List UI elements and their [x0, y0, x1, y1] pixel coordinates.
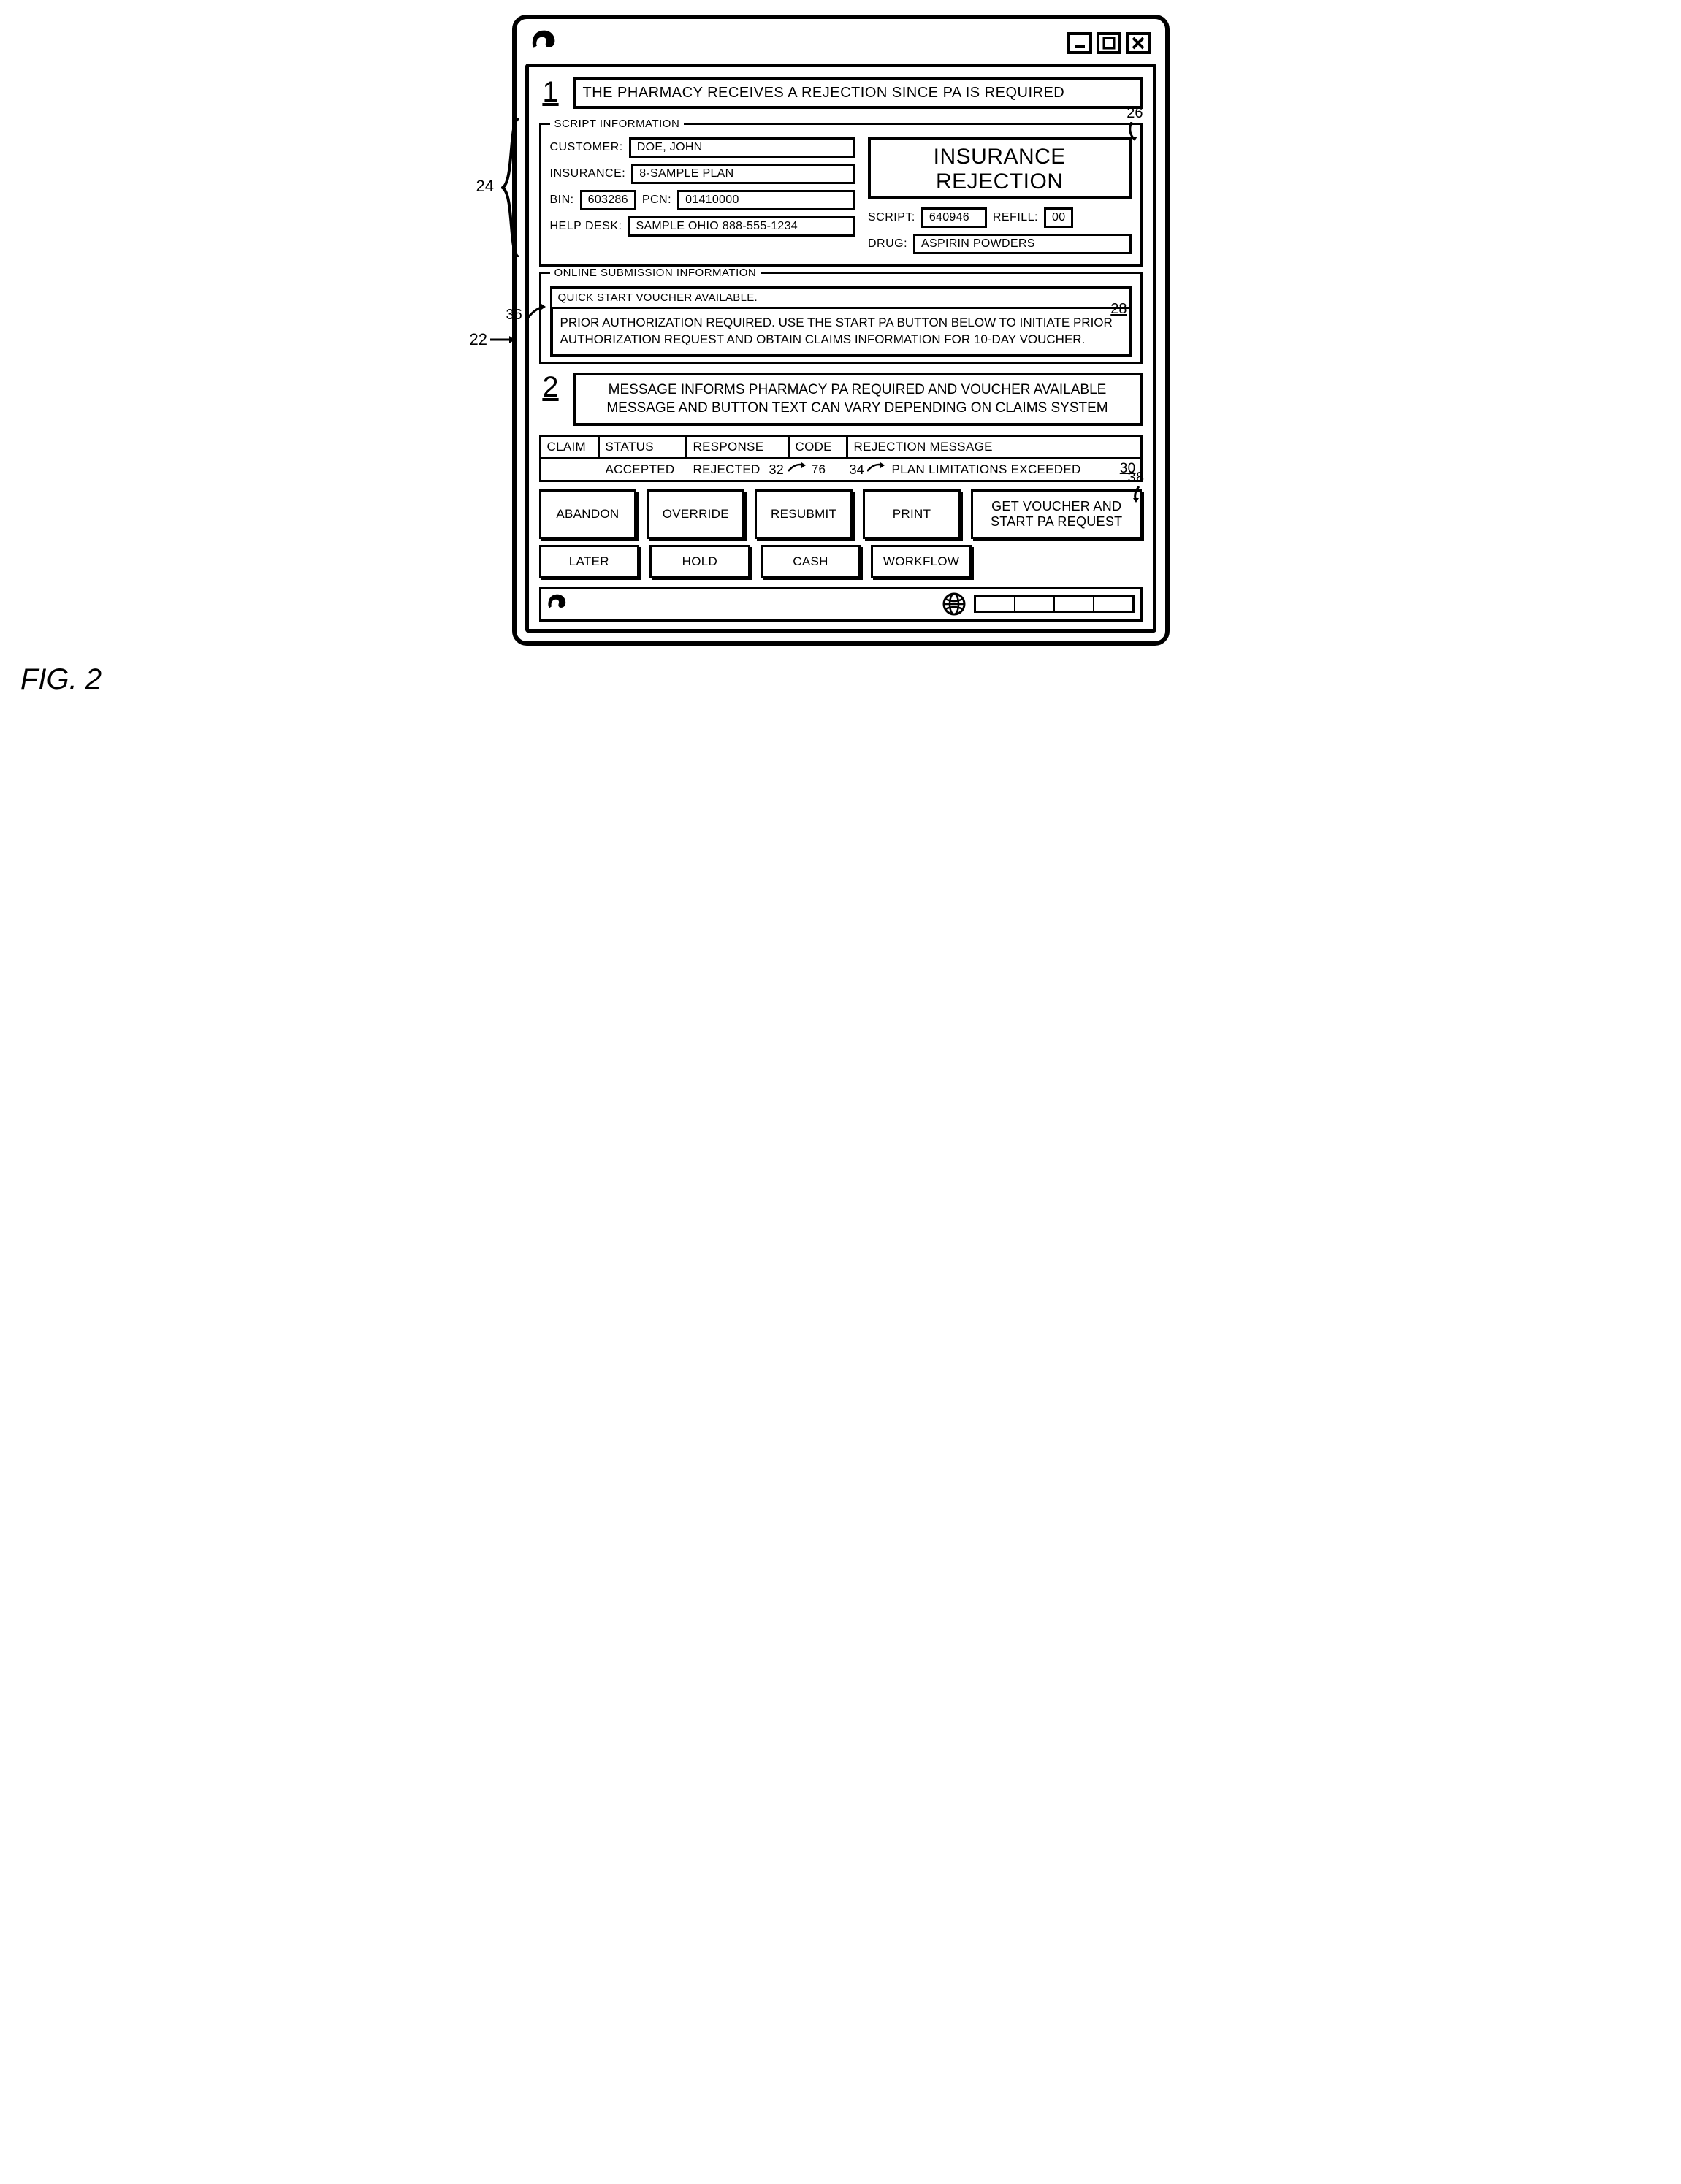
callout-38: 38: [1128, 470, 1145, 503]
script-information-group: SCRIPT INFORMATION 26 CUSTOMER: DOE, JOH…: [539, 118, 1143, 267]
cell-rejmsg: PLAN LIMITATIONS EXCEEDED: [892, 462, 1081, 476]
override-button[interactable]: OVERRIDE: [647, 489, 744, 538]
window-frame: 22 24 1 THE PHARMACY RECEIVES A REJECTIO…: [512, 15, 1170, 646]
title-bar: [525, 28, 1156, 64]
button-row-2: LATER HOLD CASH WORKFLOW: [539, 545, 1143, 579]
statusbar-segments: [974, 595, 1135, 613]
brace-24: 24: [501, 118, 523, 257]
col-rejmsg: REJECTION MESSAGE: [848, 437, 1140, 459]
content-pane: 24 1 THE PHARMACY RECEIVES A REJECTION S…: [525, 64, 1156, 633]
print-button[interactable]: PRINT: [863, 489, 961, 538]
online-legend: ONLINE SUBMISSION INFORMATION: [550, 267, 761, 279]
status-bar: [539, 587, 1143, 622]
col-code: CODE: [790, 437, 848, 459]
col-status: STATUS: [600, 437, 687, 459]
get-voucher-button[interactable]: GET VOUCHER AND START PA REQUEST 38: [971, 489, 1143, 538]
insurance-label: INSURANCE:: [550, 167, 626, 180]
bin-label: BIN:: [550, 194, 574, 207]
resubmit-button[interactable]: RESUBMIT: [755, 489, 853, 538]
minimize-button[interactable]: [1067, 32, 1092, 54]
col-response: RESPONSE: [687, 437, 790, 459]
insurance-value: 8-SAMPLE PLAN: [631, 164, 855, 184]
customer-value: DOE, JOHN: [629, 137, 855, 158]
app-icon: [531, 28, 557, 58]
helpdesk-value: SAMPLE OHIO 888-555-1234: [628, 216, 855, 237]
callout-36: 36: [506, 304, 546, 326]
table-row: ACCEPTED REJECTED 32 76 34 PLAN LIMITATI…: [541, 459, 1140, 480]
col-claim: CLAIM: [541, 437, 600, 459]
statusbar-app-icon: [547, 592, 568, 616]
bin-value: 603286: [580, 190, 636, 210]
globe-icon: [942, 592, 967, 616]
later-button[interactable]: LATER: [539, 545, 640, 579]
hold-button[interactable]: HOLD: [649, 545, 750, 579]
close-button[interactable]: [1126, 32, 1151, 54]
callout-22: 22: [470, 330, 515, 349]
refill-value: 00: [1044, 207, 1073, 228]
script-info-legend: SCRIPT INFORMATION: [550, 118, 685, 130]
script-label: SCRIPT:: [868, 211, 915, 224]
quick-start-voucher: QUICK START VOUCHER AVAILABLE.: [550, 286, 1132, 309]
step-1-number: 1: [539, 77, 563, 107]
cell-code: 76: [812, 462, 826, 476]
pcn-value: 01410000: [677, 190, 855, 210]
step-2-banner: MESSAGE INFORMS PHARMACY PA REQUIRED AND…: [573, 373, 1143, 426]
step-1-banner: THE PHARMACY RECEIVES A REJECTION SINCE …: [573, 77, 1143, 109]
drug-value: ASPIRIN POWDERS: [913, 234, 1131, 254]
callout-32: 32: [769, 462, 785, 478]
button-row-1: ABANDON OVERRIDE RESUBMIT PRINT GET VOUC…: [539, 489, 1143, 538]
abandon-button[interactable]: ABANDON: [539, 489, 637, 538]
callout-26: 26: [1127, 105, 1143, 141]
claim-table: CLAIM STATUS RESPONSE CODE REJECTION MES…: [539, 435, 1143, 482]
cash-button[interactable]: CASH: [761, 545, 861, 579]
pa-required-message: PRIOR AUTHORIZATION REQUIRED. USE THE ST…: [550, 309, 1132, 357]
drug-label: DRUG:: [868, 237, 907, 251]
refill-label: REFILL:: [993, 211, 1038, 224]
maximize-button[interactable]: [1097, 32, 1121, 54]
workflow-button[interactable]: WORKFLOW: [871, 545, 972, 579]
helpdesk-label: HELP DESK:: [550, 220, 622, 233]
table-header: CLAIM STATUS RESPONSE CODE REJECTION MES…: [541, 437, 1140, 459]
online-submission-group: ONLINE SUBMISSION INFORMATION 36 28 QUIC…: [539, 267, 1143, 364]
rejection-title: INSURANCE REJECTION: [868, 137, 1132, 199]
callout-28: 28: [1110, 301, 1127, 318]
customer-label: CUSTOMER:: [550, 141, 623, 154]
callout-34: 34: [850, 462, 865, 478]
step-2-number: 2: [539, 373, 563, 402]
cell-status: ACCEPTED: [600, 459, 687, 480]
cell-response: REJECTED: [693, 462, 761, 476]
script-value: 640946: [921, 207, 987, 228]
pcn-label: PCN:: [642, 194, 671, 207]
figure-label: FIG. 2: [20, 663, 1666, 696]
